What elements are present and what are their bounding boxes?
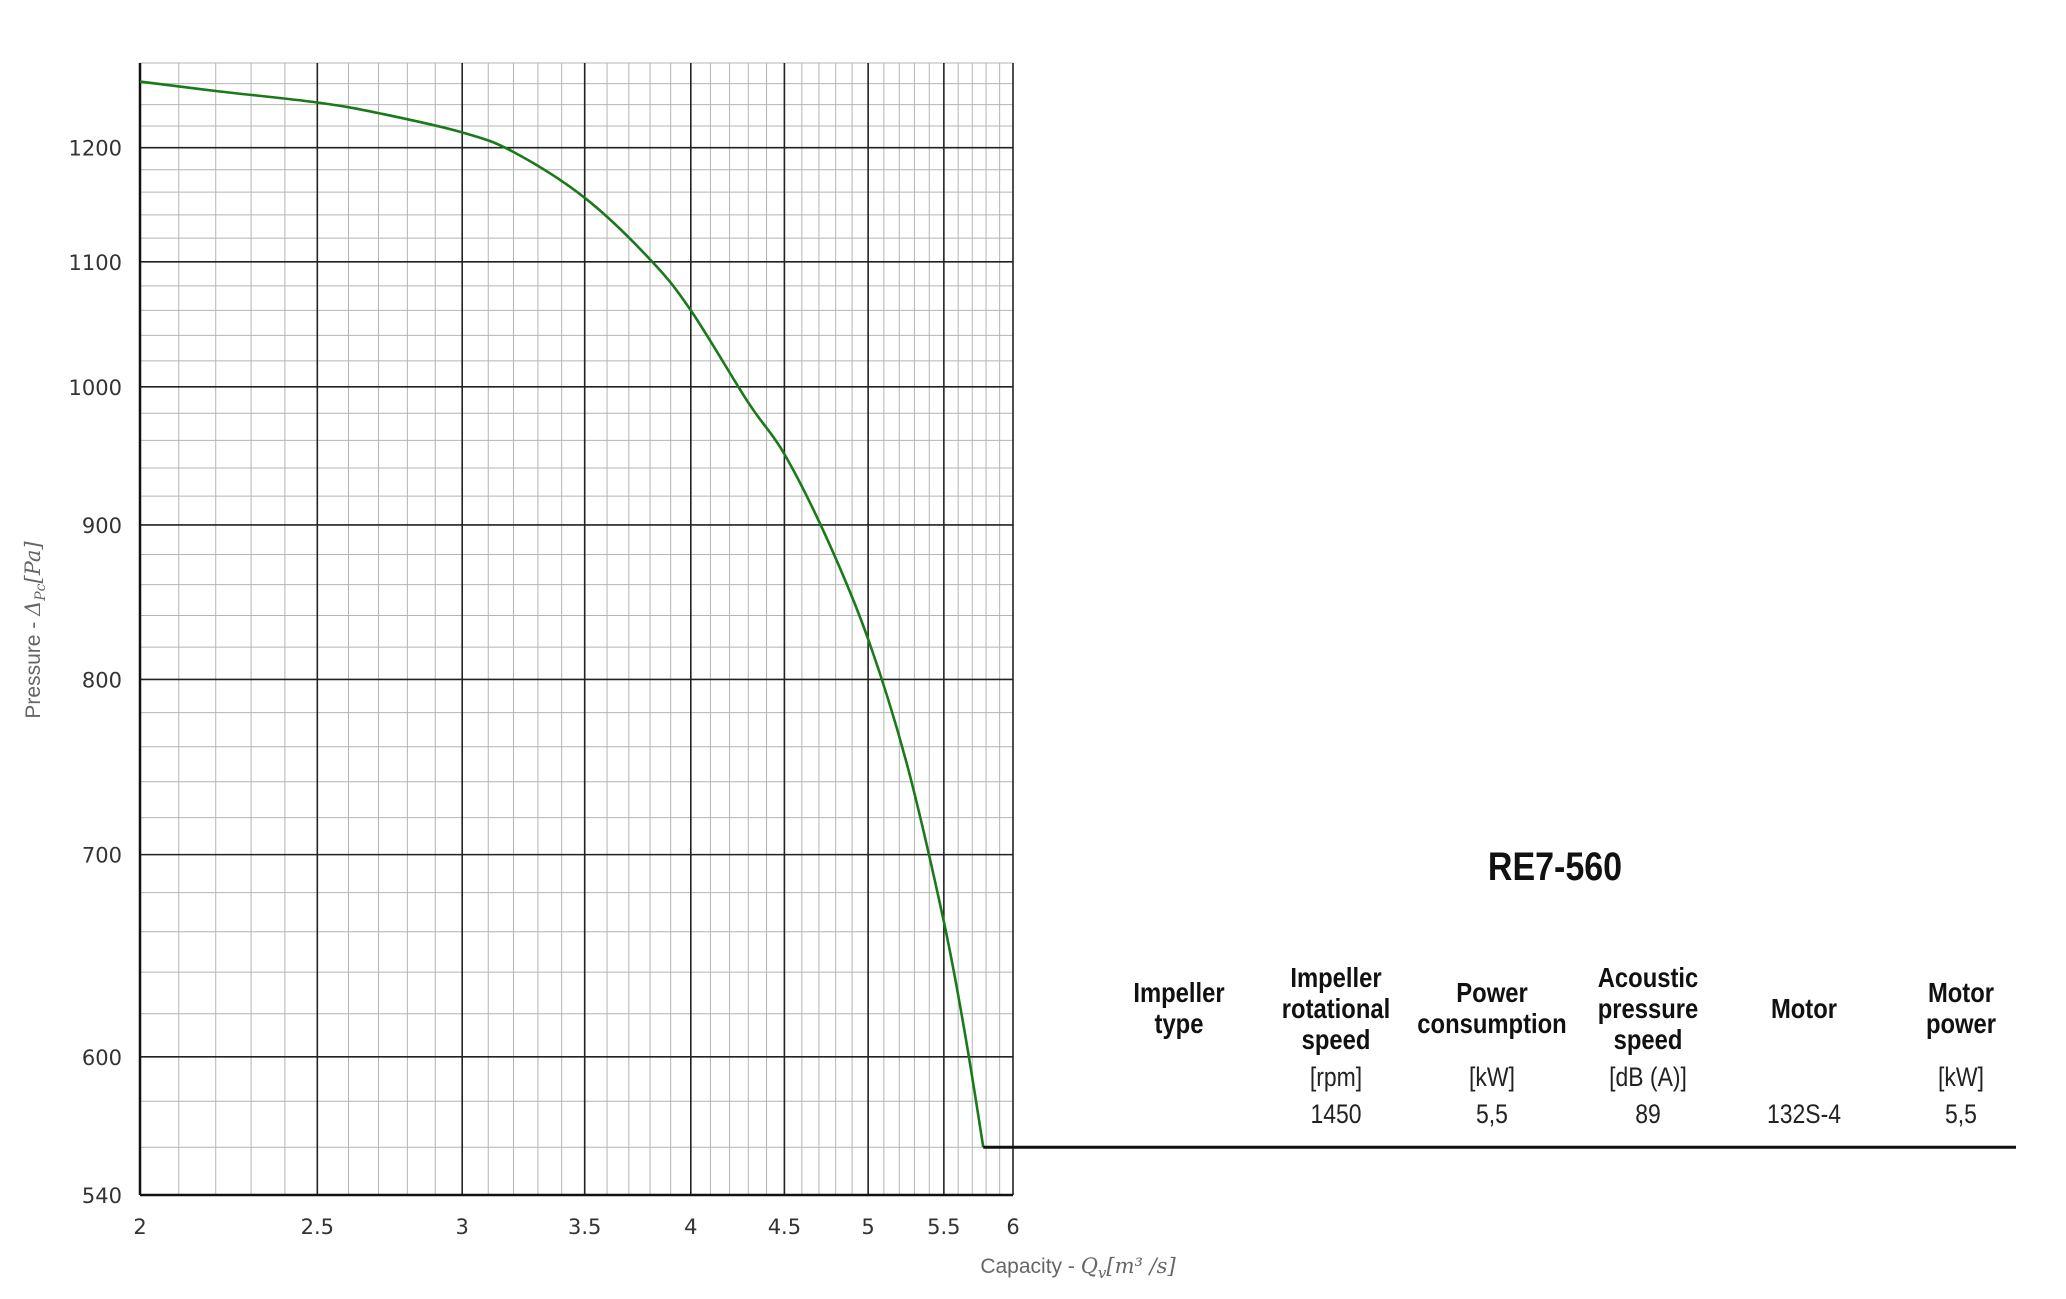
spec-column-unit	[1107, 1059, 1252, 1096]
x-tick-label: 3	[456, 1215, 469, 1239]
spec-column: Impeller rotational speed [rpm] 1450	[1251, 957, 1421, 1133]
spec-column-unit	[1732, 1059, 1877, 1096]
x-tick-label: 2	[133, 1215, 146, 1239]
x-tick-label: 2.5	[301, 1215, 334, 1239]
spec-column: Motor 132S-4	[1719, 957, 1889, 1133]
y-tick-label: 900	[82, 514, 122, 538]
minor-grid	[139, 62, 1014, 1196]
spec-column: Acoustic pressure speed [dB (A)] 89	[1563, 957, 1733, 1133]
y-tick-label: 540	[82, 1184, 122, 1208]
spec-column-value: 5,5	[1476, 1099, 1508, 1129]
spec-column-unit: [rpm]	[1309, 1062, 1363, 1092]
spec-column: Power consumption [kW] 5,5	[1407, 957, 1577, 1133]
y-tick-label: 1000	[69, 376, 122, 400]
spec-column-header: Power consumption	[1417, 977, 1567, 1039]
x-tick-label: 6	[1006, 1215, 1019, 1239]
spec-column: Impeller type	[1094, 957, 1264, 1133]
x-tick-label: 3.5	[568, 1215, 601, 1239]
major-grid	[139, 63, 1014, 1196]
spec-column-header: Motor	[1770, 992, 1838, 1024]
spec-column-header: Motor power	[1925, 977, 1997, 1039]
x-tick-label: 4	[684, 1215, 697, 1239]
pressure-curve-line	[139, 80, 985, 1148]
spec-column-header: Impeller type	[1133, 977, 1225, 1039]
spec-column-header: Acoustic pressure speed	[1597, 961, 1699, 1055]
spec-column-value: 5,5	[1945, 1099, 1977, 1129]
y-tick-label: 1200	[69, 137, 122, 161]
y-tick-label: 1100	[69, 251, 122, 275]
y-axis-label: Pressure - ΔPc[Pa]	[21, 541, 49, 719]
product-title: RE7-560	[1487, 845, 1623, 889]
y-tick-label: 800	[82, 668, 122, 692]
spec-column-unit: [kW]	[1469, 1062, 1515, 1092]
chart-axes	[138, 63, 1013, 1197]
y-tick-label: 600	[82, 1046, 122, 1070]
spec-column-unit: [kW]	[1938, 1062, 1984, 1092]
spec-column-value: 1450	[1310, 1099, 1362, 1129]
spec-column-unit: [dB (A)]	[1609, 1062, 1687, 1092]
spec-column: Motor power [kW] 5,5	[1876, 957, 2046, 1133]
x-tick-labels: 2 2.5 3 3.5 4 4.5 5 5.5 6	[133, 1215, 1019, 1239]
y-tick-labels: 540 600 700 800 900 1000 1100 1200	[69, 137, 122, 1208]
spec-column-value	[1107, 1096, 1252, 1133]
spec-column-value: 89	[1635, 1099, 1661, 1129]
spec-column-value: 132S-4	[1766, 1099, 1842, 1129]
y-tick-label: 700	[82, 844, 122, 868]
x-axis-label: Capacity - Qv[m³ /s]	[980, 1254, 1176, 1282]
x-tick-label: 5	[861, 1215, 874, 1239]
spec-column-header: Impeller rotational speed	[1281, 961, 1391, 1055]
x-tick-label: 4.5	[768, 1215, 801, 1239]
x-tick-label: 5.5	[927, 1215, 960, 1239]
